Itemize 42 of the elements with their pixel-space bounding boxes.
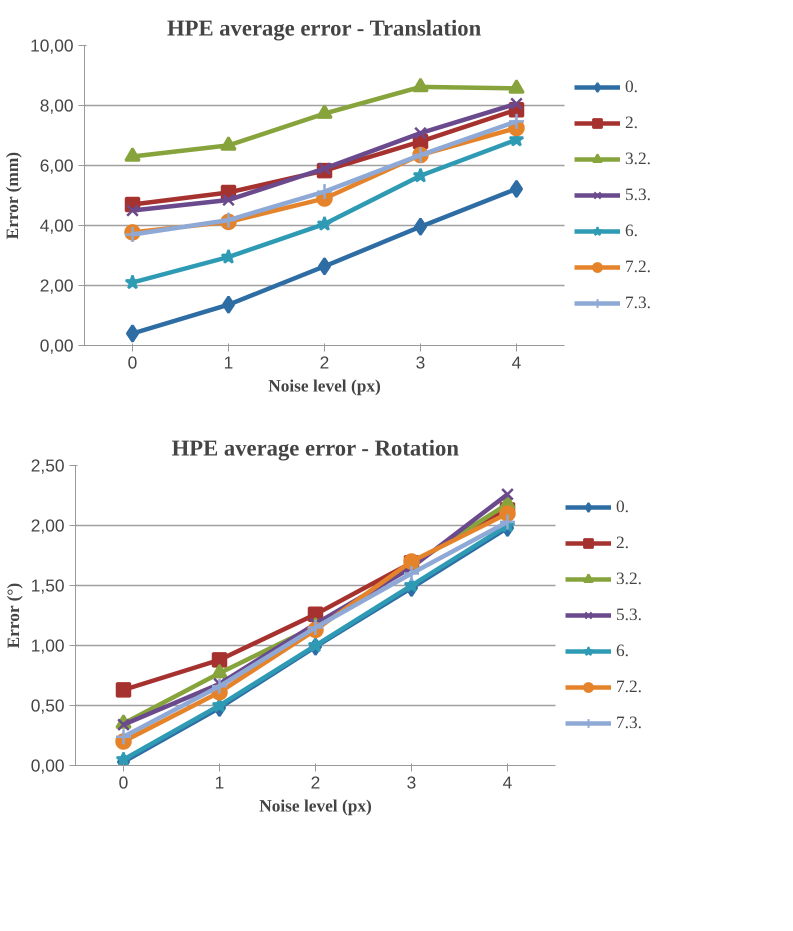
x-tick-label: 4 bbox=[502, 772, 513, 792]
legend-label: 0. bbox=[625, 77, 639, 97]
y-tick-label: 10,00 bbox=[30, 36, 74, 56]
legend-label: 2. bbox=[616, 533, 630, 553]
y-tick-label: 0,50 bbox=[30, 696, 65, 716]
y-tick-label: 2,50 bbox=[30, 456, 65, 476]
legend-label: 7.2. bbox=[616, 677, 642, 697]
y-tick-label: 2,00 bbox=[30, 516, 65, 536]
chart-title: HPE average error - Translation bbox=[166, 16, 482, 40]
chart-title: HPE average error - Rotation bbox=[172, 436, 460, 460]
legend-label: 5.3. bbox=[625, 185, 651, 205]
y-axis-title: Error (°) bbox=[4, 582, 23, 648]
y-tick-label: 2,00 bbox=[40, 276, 74, 296]
x-tick-label: 2 bbox=[310, 772, 320, 792]
legend-label: 6. bbox=[625, 221, 639, 241]
legend-label: 7.2. bbox=[625, 257, 651, 277]
legend-label: 7.3. bbox=[625, 293, 651, 313]
x-tick-label: 3 bbox=[416, 352, 426, 372]
x-tick-label: 2 bbox=[320, 352, 330, 372]
legend-label: 7.3. bbox=[616, 713, 642, 733]
legend-label: 6. bbox=[616, 641, 630, 661]
y-tick-label: 6,00 bbox=[40, 156, 74, 176]
y-tick-label: 0,00 bbox=[40, 336, 74, 356]
x-tick-label: 4 bbox=[512, 352, 522, 372]
y-axis-title: Error (mm) bbox=[3, 152, 22, 240]
x-axis-title: Noise level (px) bbox=[259, 796, 372, 816]
x-tick-label: 1 bbox=[224, 352, 234, 372]
legend-label: 3.2. bbox=[616, 569, 642, 589]
legend-label: 2. bbox=[625, 113, 639, 133]
x-tick-label: 3 bbox=[406, 772, 416, 792]
y-tick-label: 8,00 bbox=[40, 96, 74, 116]
y-tick-label: 4,00 bbox=[40, 216, 74, 236]
y-tick-label: 1,00 bbox=[30, 636, 65, 656]
x-tick-label: 0 bbox=[118, 772, 128, 792]
y-tick-label: 1,50 bbox=[30, 576, 65, 596]
x-tick-label: 1 bbox=[214, 772, 224, 792]
y-tick-label: 0,00 bbox=[30, 756, 65, 776]
legend-label: 5.3. bbox=[616, 605, 642, 625]
legend-label: 0. bbox=[616, 497, 630, 517]
legend-label: 3.2. bbox=[625, 149, 651, 169]
x-axis-title: Noise level (px) bbox=[268, 376, 382, 396]
x-tick-label: 0 bbox=[128, 352, 138, 372]
